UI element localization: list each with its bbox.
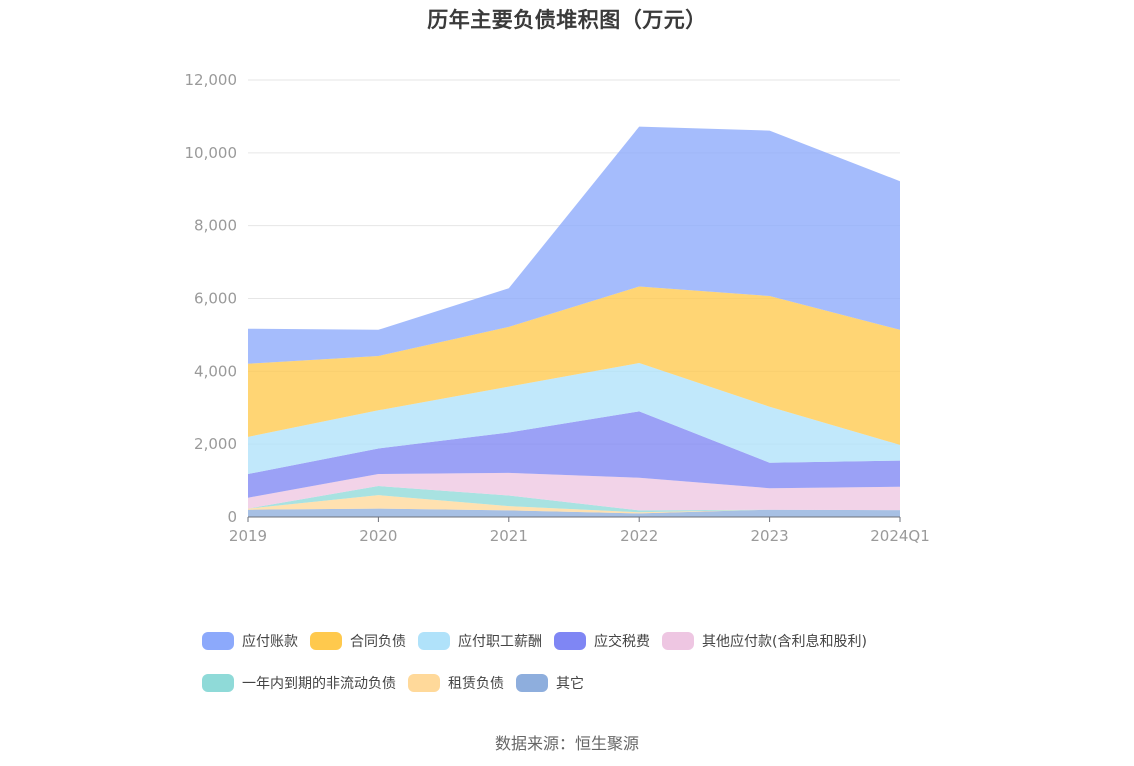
legend-label: 应付职工薪酬: [458, 634, 542, 650]
legend-item[interactable]: 其它: [516, 672, 584, 694]
data-source: 数据来源：恒生聚源: [494, 734, 639, 753]
area-series-应付职工薪酬[interactable]: [248, 363, 900, 474]
y-tick-label: 0: [227, 508, 237, 526]
area-series-应付账款[interactable]: [248, 126, 900, 364]
legend-item[interactable]: 其他应付款(含利息和股利): [662, 630, 867, 652]
legend-label: 应交税费: [594, 634, 650, 650]
y-tick-label: 12,000: [185, 71, 238, 89]
legend-label: 应付账款: [242, 634, 298, 650]
area-series-一年内到期的非流动负债[interactable]: [248, 486, 900, 513]
legend-swatch: [554, 632, 586, 650]
y-tick-label: 6,000: [194, 290, 237, 308]
legend: 应付账款 合同负债 应付职工薪酬 应交税费 其他应付款(含利息和股利) 一年内到期的非流动…: [202, 630, 962, 694]
y-tick-label: 2,000: [194, 435, 237, 453]
legend-item[interactable]: 应付职工薪酬: [418, 630, 542, 652]
legend-label: 一年内到期的非流动负债: [242, 676, 396, 692]
legend-item[interactable]: 一年内到期的非流动负债: [202, 672, 396, 694]
area-series-其他应付款(含利息和股利)[interactable]: [248, 472, 900, 511]
legend-swatch: [202, 632, 234, 650]
legend-item[interactable]: 应付账款: [202, 630, 298, 652]
legend-label: 合同负债: [350, 634, 406, 650]
legend-item[interactable]: 应交税费: [554, 630, 650, 652]
stacked-area-chart: 0 2,000 4,000 6,000 8,000 10,000 12,000 2019 202…: [185, 71, 930, 545]
area-series: [248, 126, 900, 517]
axes: 0 2,000 4,000 6,000 8,000 10,000 12,000 2019 202…: [185, 71, 930, 545]
legend-item[interactable]: 合同负债: [310, 630, 406, 652]
x-tick-label: 2022: [620, 527, 658, 545]
legend-swatch: [310, 632, 342, 650]
area-series-应交税费[interactable]: [248, 411, 900, 498]
legend-label: 其它: [556, 676, 584, 692]
legend-swatch: [516, 674, 548, 692]
legend-swatch: [408, 674, 440, 692]
legend-swatch: [418, 632, 450, 650]
area-series-合同负债[interactable]: [248, 286, 900, 445]
y-tick-label: 8,000: [194, 217, 237, 235]
x-tick-label: 2019: [229, 527, 267, 545]
y-tick-label: 10,000: [185, 144, 238, 162]
area-series-其它[interactable]: [248, 508, 900, 517]
chart-title: 历年主要负债堆积图（万元）: [427, 8, 707, 32]
legend-item[interactable]: 租赁负债: [408, 672, 504, 694]
x-tick-label: 2020: [359, 527, 397, 545]
x-tick-label: 2023: [751, 527, 789, 545]
legend-swatch: [202, 674, 234, 692]
legend-label: 租赁负债: [448, 676, 504, 692]
y-tick-label: 4,000: [194, 362, 237, 380]
area-series-租赁负债[interactable]: [248, 495, 900, 514]
x-tick-label: 2024Q1: [870, 527, 930, 545]
legend-label: 其他应付款(含利息和股利): [702, 634, 867, 650]
x-tick-label: 2021: [490, 527, 528, 545]
legend-swatch: [662, 632, 694, 650]
